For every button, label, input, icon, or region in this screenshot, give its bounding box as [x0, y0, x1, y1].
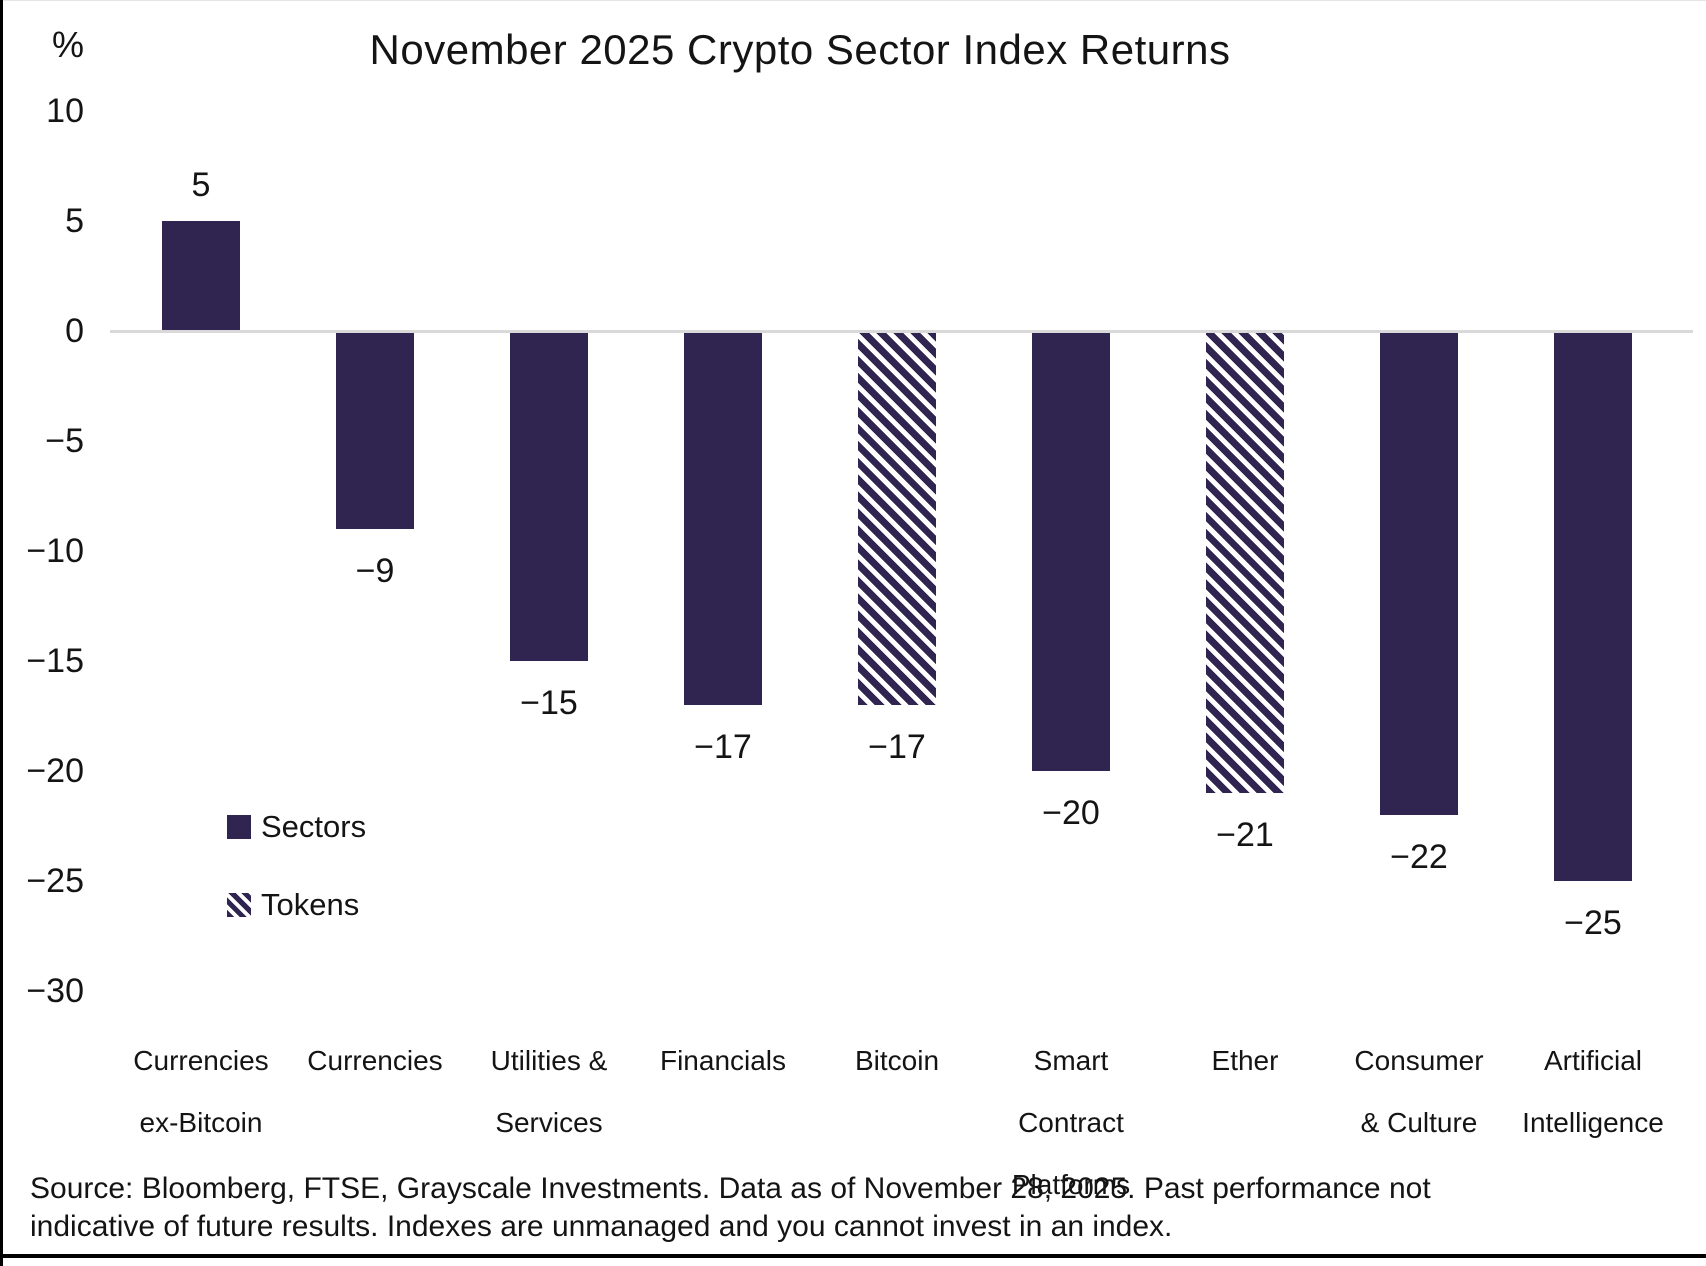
y-axis-tick-label: −25 [26, 862, 84, 900]
top-border-line [0, 0, 1706, 1]
bar-solid [1380, 333, 1458, 815]
category-label-line: Currencies [307, 1045, 443, 1076]
source-note: Source: Bloomberg, FTSE, Grayscale Inves… [30, 1170, 1660, 1246]
legend-item-sectors: Sectors [227, 809, 366, 845]
bar-solid [336, 333, 414, 529]
category-label: Utilities & Services [444, 1030, 654, 1154]
y-axis-tick-label: −20 [26, 752, 84, 790]
category-label-line: & Culture [1360, 1107, 1478, 1138]
y-axis-tick-label: −10 [26, 532, 84, 570]
category-label: Artificial Intelligence [1488, 1030, 1698, 1154]
category-label-line: Platforms [1011, 1169, 1131, 1200]
category-label-line: Smart [1033, 1045, 1109, 1076]
bar-value-label: 5 [191, 166, 211, 204]
bar-solid [684, 333, 762, 705]
legend-item-tokens: Tokens [227, 887, 359, 923]
y-axis-tick-label: 0 [65, 312, 84, 350]
category-label-line: Consumer [1354, 1045, 1484, 1076]
bottom-border-line [0, 1254, 1706, 1258]
category-label-line: Intelligence [1522, 1107, 1664, 1138]
category-label-line: Financials [659, 1045, 787, 1076]
zero-axis-line [110, 330, 1693, 333]
bar-value-label: −22 [1390, 838, 1448, 876]
bar-solid [1032, 333, 1110, 771]
left-border-line [0, 0, 3, 1266]
bar-hatched [858, 333, 936, 705]
bar-value-label: −9 [355, 552, 395, 590]
category-label-line: Artificial [1543, 1045, 1642, 1076]
y-axis-tick-label: −5 [45, 422, 84, 460]
category-label-line: Contract [1018, 1107, 1124, 1138]
bar-value-label: −17 [868, 728, 926, 766]
category-label-line: Ether [1211, 1045, 1279, 1076]
y-axis-unit-label: % [51, 24, 84, 65]
category-label: Consumer & Culture [1314, 1030, 1524, 1154]
bar-hatched [1206, 333, 1284, 793]
category-label-line: Bitcoin [854, 1045, 940, 1076]
category-label-line: Utilities & [490, 1045, 608, 1076]
chart-title: November 2025 Crypto Sector Index Return… [369, 26, 1231, 73]
category-label: Currencies ex-Bitcoin [96, 1030, 306, 1154]
bar-solid [510, 333, 588, 661]
y-axis-tick-label: 5 [65, 202, 84, 240]
bar-value-label: −20 [1042, 794, 1100, 832]
y-axis-tick-label: −15 [26, 642, 84, 680]
category-label: Financials [618, 1030, 828, 1092]
category-label-line: ex-Bitcoin [139, 1107, 263, 1138]
bar-value-label: −25 [1564, 904, 1622, 942]
legend-swatch-solid [227, 815, 251, 839]
category-label: Smart Contract Platforms [966, 1030, 1176, 1216]
bar-value-label: −15 [520, 684, 578, 722]
bar-solid [1554, 333, 1632, 881]
bar-value-label: −21 [1216, 816, 1274, 854]
source-line-1: Source: Bloomberg, FTSE, Grayscale Inves… [30, 1172, 1431, 1205]
category-label-line: Services [495, 1107, 603, 1138]
source-line-2: indicative of future results. Indexes ar… [30, 1210, 1173, 1243]
category-label: Currencies [270, 1030, 480, 1092]
bar-value-label: −17 [694, 728, 752, 766]
category-label-line: Currencies [133, 1045, 269, 1076]
y-axis-tick-label: 10 [46, 92, 84, 130]
legend-label-tokens: Tokens [261, 887, 360, 922]
legend-label-sectors: Sectors [261, 809, 367, 844]
bar-solid [162, 221, 240, 330]
category-label: Bitcoin [792, 1030, 1002, 1092]
category-label: Ether [1140, 1030, 1350, 1092]
y-axis-tick-label: −30 [26, 972, 84, 1010]
legend-swatch-hatched [227, 893, 251, 917]
